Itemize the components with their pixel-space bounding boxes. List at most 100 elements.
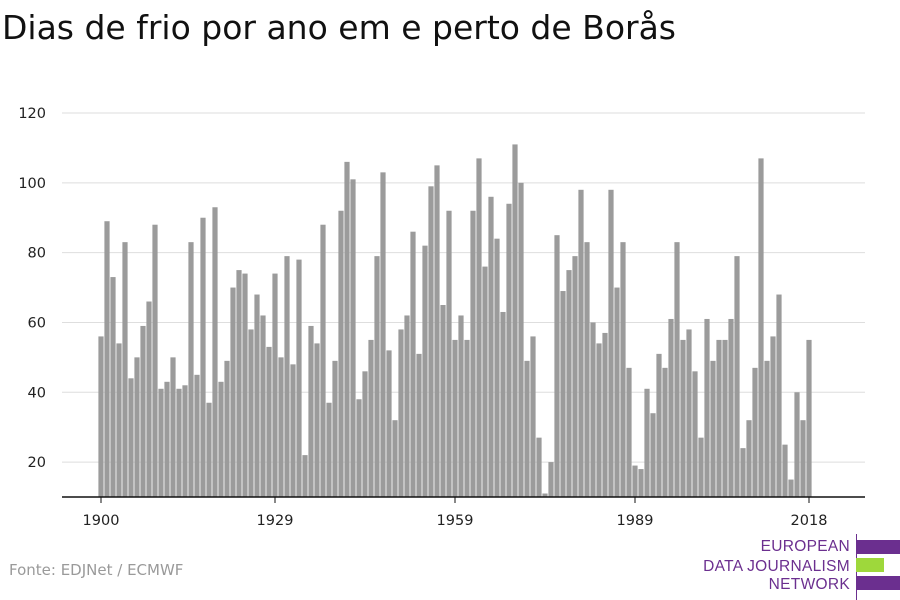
bar: [488, 196, 494, 497]
bar: [650, 413, 656, 497]
bar: [626, 367, 632, 497]
bar: [224, 360, 230, 497]
bar: [380, 172, 386, 497]
bar: [560, 291, 566, 497]
edjnet-logo: EUROPEAN DATA JOURNALISM NETWORK: [700, 534, 900, 600]
bar: [770, 336, 776, 497]
x-tick-label: 1989: [617, 513, 654, 529]
x-tick-label: 1929: [257, 513, 294, 529]
logo-line-3: NETWORK: [768, 576, 850, 593]
bar: [398, 329, 404, 497]
bar: [644, 388, 650, 497]
bar: [704, 318, 710, 497]
bar: [590, 322, 596, 497]
bar: [548, 462, 554, 497]
bar: [554, 235, 560, 497]
bar: [152, 224, 158, 497]
y-tick-label: 60: [28, 315, 46, 331]
bar: [170, 357, 176, 497]
bar: [614, 287, 620, 497]
logo-bar-middle: [856, 558, 884, 572]
bar: [320, 224, 326, 497]
bar: [362, 371, 368, 497]
bar: [194, 374, 200, 497]
bar: [530, 336, 536, 497]
y-tick-label: 80: [28, 246, 46, 262]
bar: [116, 343, 122, 497]
bar: [386, 350, 392, 497]
bar: [440, 305, 446, 497]
x-tick-label: 1959: [437, 513, 474, 529]
x-tick-label: 1900: [83, 513, 120, 529]
bar: [638, 469, 644, 497]
bar: [260, 315, 266, 497]
bar: [434, 165, 440, 498]
bar: [164, 381, 170, 497]
bar: [470, 210, 476, 497]
bar: [662, 367, 668, 497]
bar: [788, 479, 794, 497]
logo-bar-bottom: [856, 576, 900, 590]
logo-line-2: DATA JOURNALISM: [703, 558, 850, 575]
bar: [392, 420, 398, 497]
bar: [710, 360, 716, 497]
bar: [284, 256, 290, 497]
bar: [338, 210, 344, 497]
bar: [602, 332, 608, 497]
bar: [266, 346, 272, 497]
bar: [254, 294, 260, 497]
bar: [158, 388, 164, 497]
bar: [572, 256, 578, 497]
y-tick-label: 120: [18, 106, 46, 122]
bar: [368, 339, 374, 497]
bar: [308, 325, 314, 497]
bar: [248, 329, 254, 497]
bar: [794, 392, 800, 497]
bar: [404, 315, 410, 497]
bar: [668, 318, 674, 497]
bar: [464, 339, 470, 497]
bar: [632, 465, 638, 497]
bar: [494, 238, 500, 498]
bar: [182, 385, 188, 497]
bar: [110, 277, 116, 497]
chart-title: Dias de frio por ano em e perto de Borås: [2, 8, 676, 47]
bar: [122, 242, 128, 497]
logo-bar-top: [856, 540, 900, 554]
bar: [698, 437, 704, 497]
y-tick-label: 40: [28, 385, 46, 401]
bar: [410, 231, 416, 497]
bar: [296, 259, 302, 497]
bar: [200, 217, 206, 498]
bar: [326, 402, 332, 497]
bar: [206, 402, 212, 497]
bar: [722, 339, 728, 497]
bar: [344, 161, 350, 497]
bar: [332, 360, 338, 497]
bar: [728, 318, 734, 497]
bar: [656, 353, 662, 497]
bar: [746, 420, 752, 497]
bar: [458, 315, 464, 497]
bar: [692, 371, 698, 497]
logo-line-1: EUROPEAN: [760, 538, 850, 555]
bar: [422, 245, 428, 497]
bar: [278, 357, 284, 497]
x-axis-ticks: 1900 1929 1959 1989 2018: [83, 497, 827, 529]
bar: [740, 448, 746, 497]
bar: [758, 158, 764, 497]
bar: [482, 266, 488, 497]
bar: [566, 270, 572, 497]
bar: [674, 242, 680, 497]
bar: [680, 339, 686, 497]
y-tick-label: 100: [18, 176, 46, 192]
bar: [752, 367, 758, 497]
bar: [314, 343, 320, 497]
bar: [218, 381, 224, 497]
bar: [98, 336, 104, 497]
bar: [350, 179, 356, 497]
bar: [584, 242, 590, 497]
bar: [734, 256, 740, 497]
bar: [776, 294, 782, 497]
bar: [452, 339, 458, 497]
